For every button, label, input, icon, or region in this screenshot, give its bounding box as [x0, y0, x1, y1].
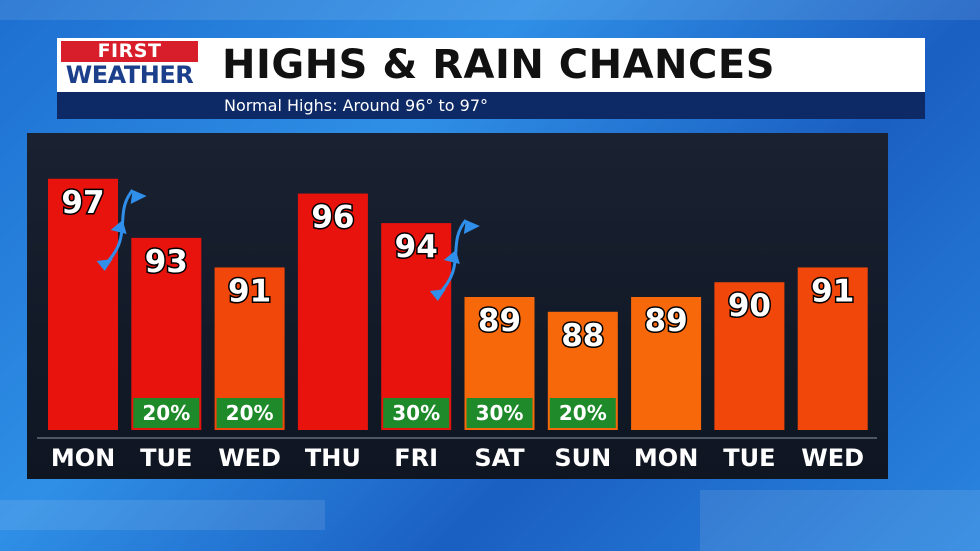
day-tick-label: SAT [474, 444, 525, 472]
bar-group: 97 MON [48, 178, 118, 472]
bar-value-label: 91 [228, 273, 271, 309]
bar-value-label: 89 [478, 303, 521, 339]
bar [381, 223, 452, 430]
bar-value-label: 90 [728, 288, 771, 324]
cold-front-icon [96, 189, 147, 271]
bar-group: 93 20% TUE [131, 237, 202, 472]
cold-front-icon [429, 219, 480, 301]
day-tick-label: WED [801, 444, 864, 472]
rain-chance-label: 20% [559, 401, 607, 425]
bar-group: 88 20% SUN [547, 311, 618, 472]
bar-group: 89 MON [631, 297, 702, 472]
bar-group: 94 30% FRI [381, 223, 452, 472]
bar-value-label: 91 [811, 273, 854, 309]
rain-chance-box [383, 398, 450, 428]
day-tick-label: THU [305, 444, 361, 472]
bar-value-label: 97 [61, 185, 104, 221]
front-triangle [443, 250, 460, 264]
bar-group: 96 THU [297, 193, 368, 472]
title-bar [57, 38, 925, 92]
bar [714, 282, 785, 430]
rain-chance-box [549, 398, 616, 428]
front-triangle [96, 259, 113, 271]
logo-line-2: WEATHER [65, 61, 194, 89]
rain-chance-box [466, 398, 533, 428]
front-triangle [130, 190, 147, 204]
bar [48, 178, 118, 430]
chart-subtitle: Normal Highs: Around 96° to 97° [224, 96, 488, 115]
rain-chance-label: 30% [392, 401, 440, 425]
chart-title: HIGHS & RAIN CHANCES [222, 42, 776, 88]
day-tick-label: TUE [723, 444, 775, 472]
rain-chance-label: 20% [226, 401, 274, 425]
day-tick-label: MON [51, 444, 115, 472]
bar-value-label: 93 [145, 244, 188, 280]
bar-group: 91 WED [797, 267, 868, 472]
rain-chance-box [133, 398, 200, 428]
rain-chance-box [216, 398, 283, 428]
rain-chance-label: 30% [476, 401, 524, 425]
day-tick-label: MON [634, 444, 698, 472]
first-alert-weather-logo: FIRST ALERT WEATHER [61, 41, 198, 89]
day-tick-label: WED [218, 444, 281, 472]
bar-group: 90 TUE [714, 282, 785, 472]
bar-value-label: 94 [395, 229, 438, 265]
logo-line-1: FIRST ALERT [61, 41, 198, 83]
subtitle-bar [57, 92, 925, 119]
bar [131, 237, 202, 430]
bar-value-label: 89 [645, 303, 688, 339]
rain-chance-label: 20% [142, 401, 190, 425]
day-tick-label: TUE [140, 444, 192, 472]
bar-group: 91 20% WED [214, 267, 285, 472]
front-triangle [429, 289, 446, 301]
front-triangle [110, 220, 127, 234]
day-tick-label: SUN [554, 444, 611, 472]
bar-value-label: 96 [311, 200, 354, 236]
bar [631, 297, 702, 430]
bar-group: 89 30% SAT [464, 297, 535, 472]
bar-value-label: 88 [561, 318, 604, 354]
front-triangle [463, 220, 480, 234]
day-tick-label: FRI [394, 444, 438, 472]
bar [297, 193, 368, 430]
bar [797, 267, 868, 430]
